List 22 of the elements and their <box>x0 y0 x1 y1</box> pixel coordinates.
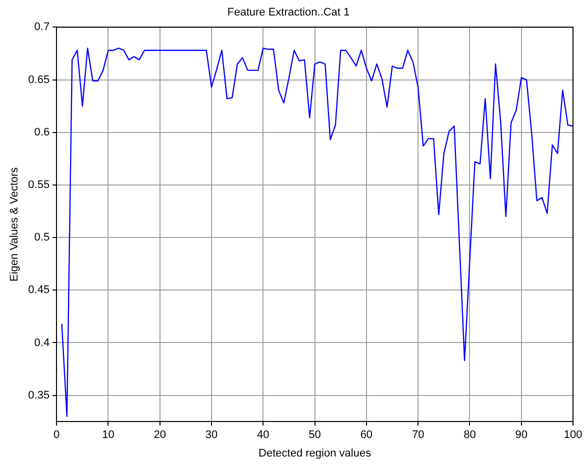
x-axis-title: Detected region values <box>258 447 372 460</box>
y-tick-label: 0.45 <box>28 284 50 296</box>
x-tick-label: 30 <box>205 429 218 442</box>
x-tick-label: 50 <box>308 429 321 442</box>
x-tick-label: 70 <box>412 429 424 442</box>
y-axis-title: Eigen Values & Vectors <box>8 166 21 282</box>
x-tick-label: 80 <box>464 429 476 442</box>
y-tick-label: 0.65 <box>28 74 50 86</box>
x-tick-label: 0 <box>54 429 60 442</box>
x-tick-label: 60 <box>360 429 373 442</box>
x-tick-label: 100 <box>564 429 582 442</box>
y-tick-label: 0.35 <box>28 389 50 402</box>
x-tick-label: 90 <box>515 429 528 442</box>
y-tick-label: 0.4 <box>34 336 50 349</box>
y-tick-label: 0.6 <box>34 126 50 138</box>
y-tick-label: 0.7 <box>34 21 50 34</box>
x-tick-label: 40 <box>257 429 270 442</box>
y-tick-label: 0.55 <box>28 178 50 191</box>
chart-title: Feature Extraction..Cat 1 <box>227 6 350 19</box>
x-tick-label: 10 <box>102 429 114 442</box>
y-tick-label: 0.5 <box>34 232 50 244</box>
x-tick-label: 20 <box>154 429 166 442</box>
